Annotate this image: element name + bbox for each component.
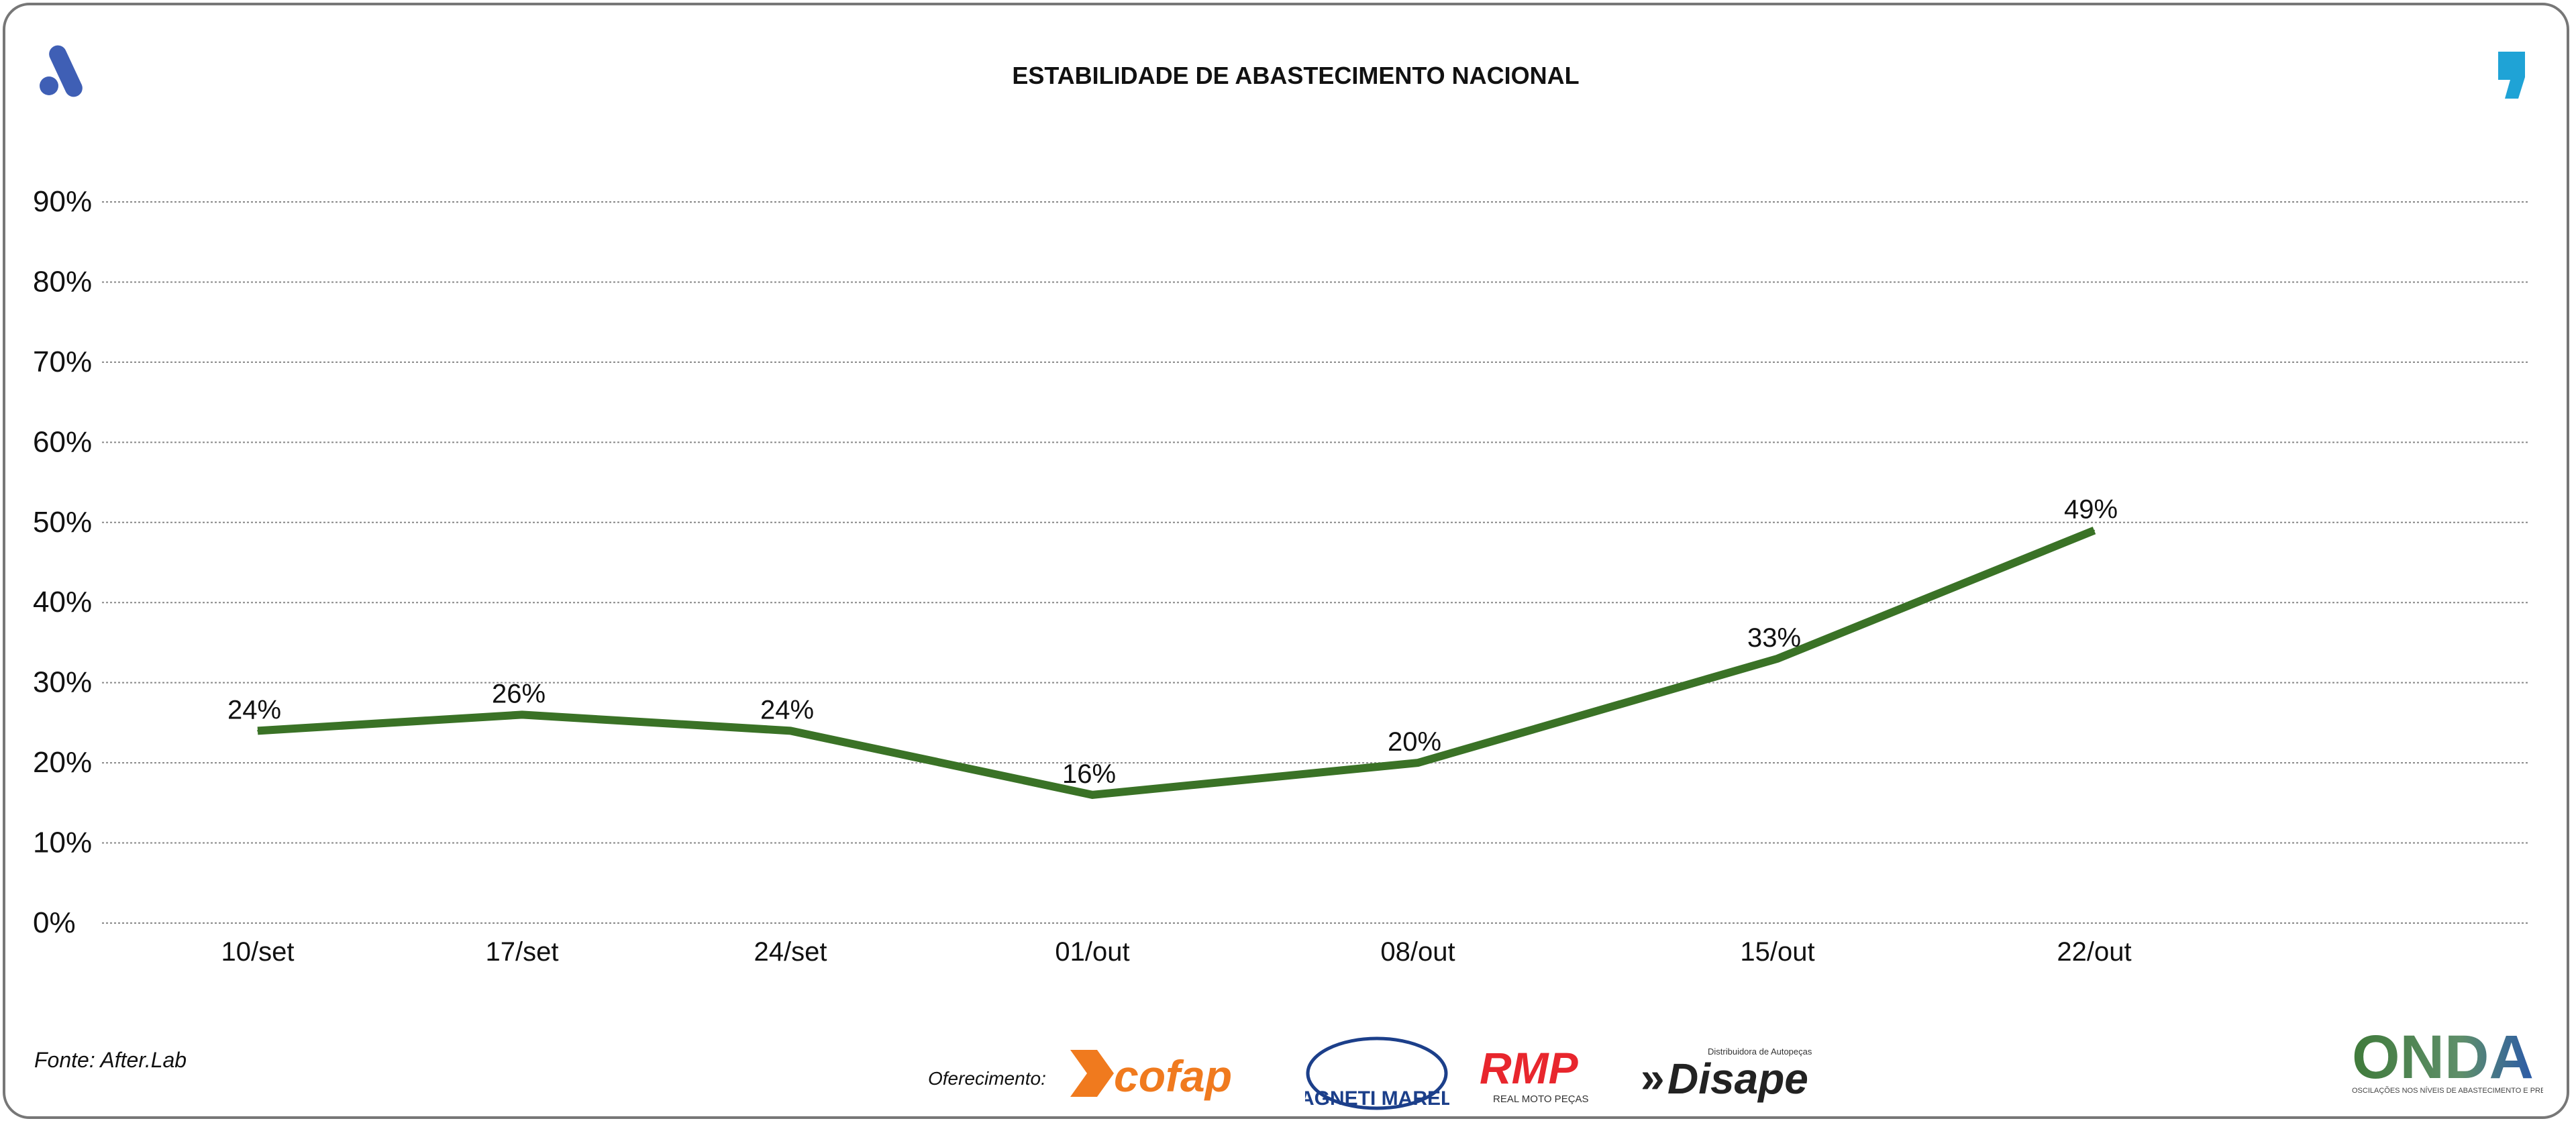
data-label: 33% xyxy=(1747,623,1801,653)
data-point xyxy=(790,730,791,732)
onda-logo-text: ONDA xyxy=(2352,1023,2534,1091)
y-tick-label: 20% xyxy=(33,746,92,779)
disape-subtext: Distribuidora de Autopeças xyxy=(1708,1047,1812,1057)
data-label: 49% xyxy=(2064,495,2118,525)
rmp-subtext: REAL MOTO PEÇAS xyxy=(1493,1093,1589,1105)
y-tick-label: 10% xyxy=(33,826,92,859)
chart-title: ESTABILIDADE DE ABASTECIMENTO NACIONAL xyxy=(1012,62,1580,89)
y-tick-label: 90% xyxy=(33,185,92,218)
magneti-marelli-text: MAGNETI MARELLI xyxy=(1305,1087,1449,1110)
x-tick-label: 24/set xyxy=(754,937,827,967)
source-note: Fonte: After.Lab xyxy=(34,1048,187,1072)
data-label: 20% xyxy=(1388,727,1441,757)
y-tick-label: 50% xyxy=(33,506,92,539)
data-point xyxy=(1417,762,1419,764)
data-label: 16% xyxy=(1062,759,1116,789)
data-point xyxy=(257,730,258,732)
data-label: 24% xyxy=(760,695,814,725)
y-tick-label: 60% xyxy=(33,425,92,458)
cofap-logo: cofap xyxy=(1070,1050,1232,1101)
after-lab-logo-icon xyxy=(40,45,83,97)
series-line xyxy=(257,527,2096,799)
x-tick-label: 17/set xyxy=(486,937,559,967)
data-label: 26% xyxy=(492,679,546,708)
data-point xyxy=(1777,657,1778,659)
y-tick-label: 0% xyxy=(33,906,76,939)
cofap-logo-text: cofap xyxy=(1114,1051,1232,1101)
disape-logo-text: Disape xyxy=(1667,1055,1808,1103)
chart-frame xyxy=(3,3,2569,1119)
data-point xyxy=(521,714,523,716)
x-tick-label: 22/out xyxy=(2057,937,2131,967)
quote-mark-icon xyxy=(2498,52,2525,99)
x-tick-label: 15/out xyxy=(1740,937,1814,967)
y-tick-label: 40% xyxy=(33,586,92,619)
x-tick-label: 01/out xyxy=(1055,937,1129,967)
rmp-logo-text: RMP xyxy=(1480,1043,1579,1093)
sponsored-by-label: Oferecimento: xyxy=(928,1068,1046,1089)
onda-logo: ONDA OSCILAÇÕES NOS NÍVEIS DE ABASTECIME… xyxy=(2352,1023,2543,1095)
disape-logo: Distribuidora de Autopeças » Disape xyxy=(1641,1047,1812,1103)
y-tick-label: 70% xyxy=(33,345,92,378)
rmp-logo: RMP REAL MOTO PEÇAS xyxy=(1480,1043,1589,1105)
y-tick-label: 80% xyxy=(33,265,92,298)
y-tick-label: 30% xyxy=(33,666,92,699)
onda-subtext: OSCILAÇÕES NOS NÍVEIS DE ABASTECIMENTO E… xyxy=(2352,1086,2543,1095)
svg-text:»: » xyxy=(1641,1053,1665,1102)
x-tick-label: 08/out xyxy=(1380,937,1455,967)
data-label: 24% xyxy=(227,695,281,725)
magneti-marelli-logo: MAGNETI MARELLI xyxy=(1305,1036,1449,1110)
data-point xyxy=(2094,529,2095,531)
x-tick-label: 10/set xyxy=(221,937,295,967)
data-point xyxy=(1092,794,1093,796)
